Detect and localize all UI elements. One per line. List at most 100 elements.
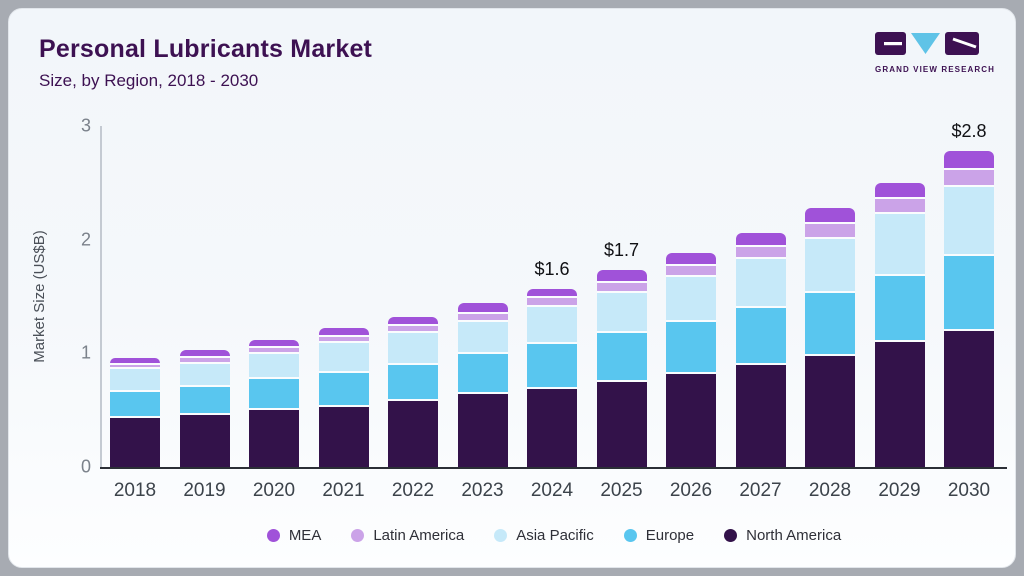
segment-mea-2027 [735,232,786,245]
segment-europe-2021 [318,372,369,405]
segment-gap [805,236,855,239]
segment-gap [318,335,369,338]
segment-asia-pacific-2027 [735,259,786,306]
segment-north-america-2030 [944,330,994,467]
segment-gap [249,352,299,355]
legend-item-north-america: North America [724,527,841,544]
segment-latin-america-2019 [179,357,230,362]
segment-gap [874,211,925,214]
segment-mea-2024 [527,288,577,296]
legend-label: Latin America [373,526,465,544]
y-tick-0: 0 [80,456,91,477]
segment-gap [388,362,438,365]
segment-asia-pacific-2026 [666,277,716,320]
segment-gap [457,319,508,322]
legend-label: Asia Pacific [516,526,594,544]
segment-mea-2025 [596,270,647,281]
segment-gap [805,353,855,356]
segment-asia-pacific-2029 [874,213,925,275]
gvr-logo-text: GRAND VIEW RESEARCH [875,65,996,74]
gvr-logo: GRAND VIEW RESEARCH [875,31,996,74]
bar-value-label-2030: $2.8 [951,121,987,142]
segment-europe-2024 [527,344,577,387]
segment-asia-pacific-2022 [388,332,438,363]
segment-latin-america-2022 [388,326,438,331]
segment-latin-america-2026 [666,265,716,276]
segment-latin-america-2018 [110,364,160,368]
segment-north-america-2026 [666,373,716,467]
x-axis-label-2025: 2025 [600,480,643,501]
segment-gap [457,352,508,355]
segment-gap [596,280,647,283]
segment-gap [735,244,786,247]
segment-north-america-2018 [110,418,160,467]
y-axis-line [100,126,102,467]
y-tick-1: 1 [80,342,91,363]
segment-gap [249,377,299,380]
x-axis-label-2027: 2027 [739,480,782,501]
segment-gap [179,412,230,415]
chart-legend: MEA Latin America Asia Pacific Europe North … [101,523,1007,547]
segment-gap [179,355,230,358]
segment-gap [457,311,508,314]
segment-gap [874,274,925,277]
x-axis-label-2021: 2021 [322,480,365,501]
x-axis-label-2020: 2020 [252,480,296,501]
segment-north-america-2022 [388,401,438,467]
segment-gap [735,305,786,308]
legend-item-mea: MEA [266,527,321,544]
y-axis-title: Market Size (US$B) [30,230,48,363]
segment-north-america-2023 [457,394,508,467]
segment-mea-2029 [874,182,925,197]
segment-north-america-2024 [527,388,577,467]
segment-north-america-2019 [179,414,230,467]
segment-asia-pacific-2025 [596,293,647,331]
segment-gap [179,361,230,364]
segment-gap [318,404,369,407]
segment-europe-2030 [944,255,994,329]
segment-mea-2020 [249,339,299,346]
segment-mea-2030 [944,151,994,169]
segment-latin-america-2021 [318,337,369,342]
segment-gap [944,253,994,256]
segment-gap [318,370,369,373]
segment-gap [527,295,577,298]
segment-latin-america-2024 [527,297,577,305]
segment-north-america-2029 [874,341,925,467]
chart-subtitle: Size, by Region, 2018 - 2030 [39,71,259,90]
legend-dot-icon [494,528,508,542]
segment-europe-2026 [666,321,716,372]
segment-north-america-2027 [735,364,786,467]
segment-asia-pacific-2021 [318,343,369,371]
segment-asia-pacific-2018 [110,369,160,390]
bar-2026 [666,253,716,467]
segment-gap [735,257,786,259]
segment-gap [805,291,855,294]
segment-europe-2029 [874,276,925,340]
legend-item-asia-pacific: Asia Pacific [494,527,594,544]
segment-gap [596,330,647,333]
segment-gap [388,399,438,402]
segment-gap [527,342,577,345]
segment-asia-pacific-2028 [805,238,855,292]
bar-2022 [388,317,438,467]
segment-gap [110,367,160,370]
bar-2030 [944,151,994,467]
segment-europe-2025 [596,332,647,380]
segment-gap [249,408,299,411]
bar-2029 [874,182,925,467]
segment-gap [735,362,786,365]
segment-gap [944,168,994,171]
legend-item-europe: Europe [623,527,694,544]
segment-latin-america-2027 [735,246,786,257]
legend-item-latin-america: Latin America [351,527,464,544]
segment-mea-2021 [318,328,369,336]
y-tick-2: 2 [80,229,91,250]
segment-gap [110,362,160,365]
segment-gap [596,379,647,382]
segment-gap [318,341,369,344]
legend-dot-icon [266,528,280,542]
segment-mea-2022 [388,317,438,325]
segment-europe-2023 [457,354,508,393]
x-axis-label-2030: 2030 [947,480,991,501]
